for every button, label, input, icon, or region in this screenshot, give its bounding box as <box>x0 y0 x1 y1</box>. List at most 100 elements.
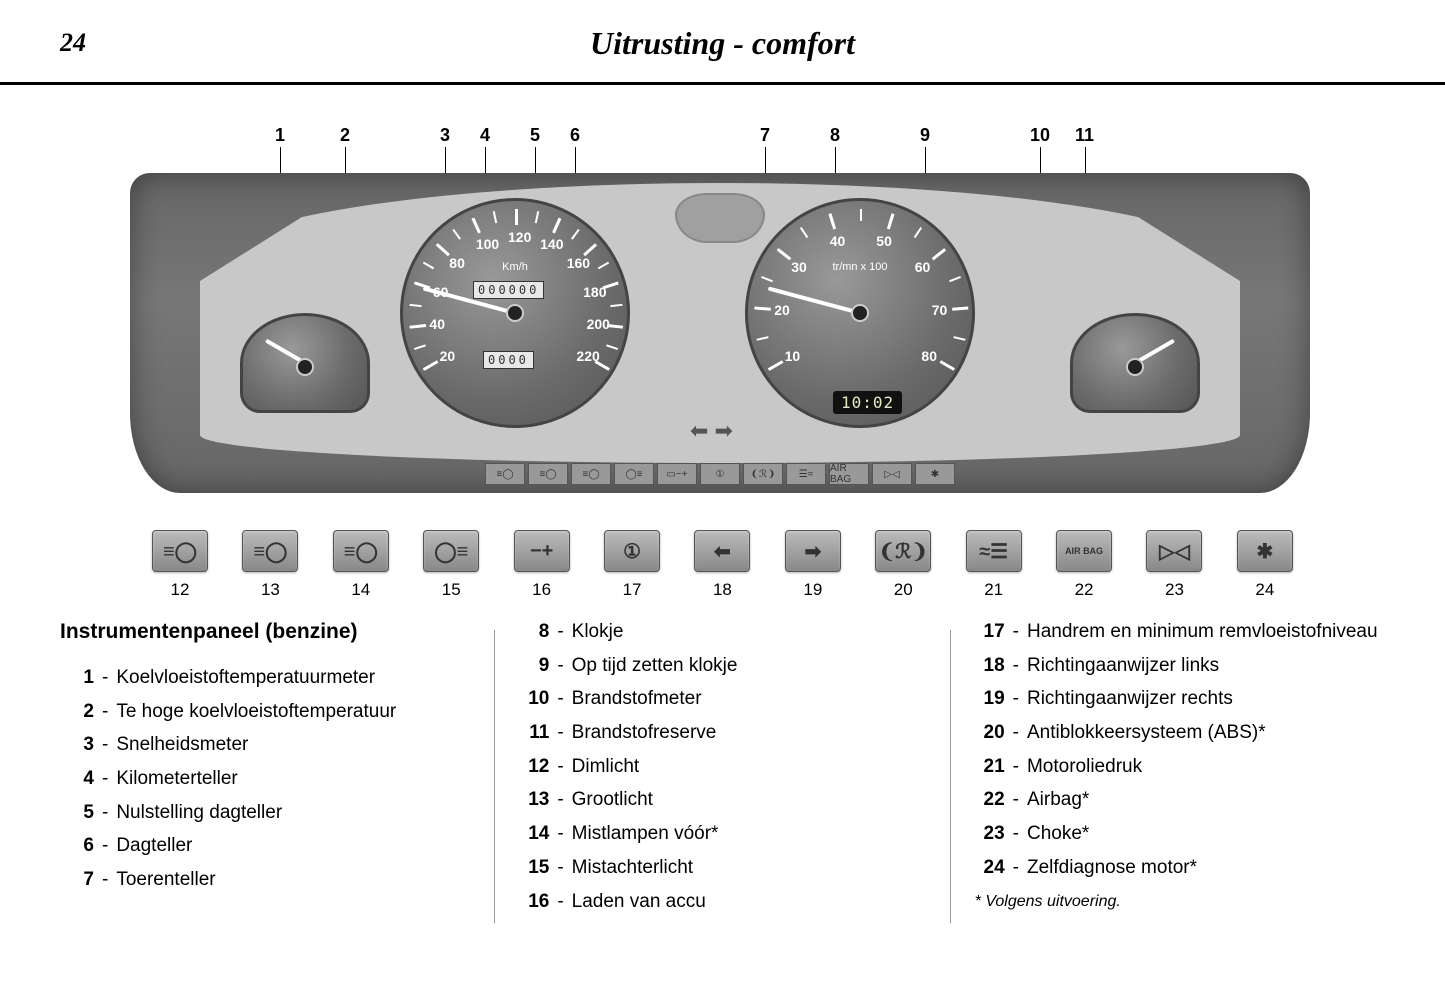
legend-item-text: Richtingaanwijzer rechts <box>1027 687 1385 712</box>
legend-item-text: Dagteller <box>116 834 474 859</box>
tachometer-gauge: 1020304050607080 tr/mn x 100 10:02 <box>745 198 975 428</box>
gauge-tick-label: 20 <box>440 348 456 364</box>
indicator-icon: ≡◯ <box>242 530 298 572</box>
warning-light-icon: ≡◯ <box>485 463 525 485</box>
legend-item-text: Laden van accu <box>572 890 930 915</box>
icon-legend-item: ≈☰21 <box>964 530 1024 600</box>
legend-item-number: 1 <box>60 666 94 691</box>
callout-number: 2 <box>340 125 350 146</box>
icon-legend-item: ❨ℛ❩20 <box>873 530 933 600</box>
speedo-hub <box>506 304 524 322</box>
legend-item-number: 19 <box>971 687 1005 712</box>
icon-legend-number: 19 <box>783 580 843 600</box>
legend-item-number: 4 <box>60 767 94 792</box>
column-divider <box>494 630 495 923</box>
icon-legend-number: 16 <box>512 580 572 600</box>
legend-item: 21-Motoroliedruk <box>971 755 1385 780</box>
legend-item: 2-Te hoge koelvloeistoftemperatuur <box>60 700 474 725</box>
legend-item: 13-Grootlicht <box>515 788 929 813</box>
gauge-tick-label: 40 <box>429 316 445 332</box>
tacho-hub <box>851 304 869 322</box>
warning-light-icon: ☰≈ <box>786 463 826 485</box>
legend-item-number: 9 <box>515 654 549 679</box>
icon-legend-item: ⬅18 <box>692 530 752 600</box>
icon-legend-number: 23 <box>1144 580 1204 600</box>
legend-item-number: 8 <box>515 620 549 645</box>
indicator-icon: AIR BAG <box>1056 530 1112 572</box>
legend-item-number: 13 <box>515 788 549 813</box>
legend-item-number: 20 <box>971 721 1005 746</box>
legend-item-text: Mistlampen vóór* <box>572 822 930 847</box>
indicator-icon: ▷◁ <box>1146 530 1202 572</box>
icon-legend-item: ➡ 19 <box>783 530 843 600</box>
gauge-tick-label: 120 <box>508 229 531 245</box>
callout-number: 3 <box>440 125 450 146</box>
legend-item-number: 5 <box>60 801 94 826</box>
icon-legend-item: ✱24 <box>1235 530 1295 600</box>
legend-item: 6-Dagteller <box>60 834 474 859</box>
gauge-tick-label: 70 <box>932 302 948 318</box>
legend-col-2: 8-Klokje 9-Op tijd zetten klokje 10-Brands… <box>515 620 929 923</box>
indicator-icon: ≡◯ <box>152 530 208 572</box>
legend-item: 22-Airbag* <box>971 788 1385 813</box>
callout-number: 11 <box>1075 125 1094 146</box>
legend-item-text: Op tijd zetten klokje <box>572 654 930 679</box>
icon-legend-number: 20 <box>873 580 933 600</box>
legend-item-text: Toerenteller <box>116 868 474 893</box>
legend-item-number: 23 <box>971 822 1005 847</box>
legend-item: 23-Choke* <box>971 822 1385 847</box>
dashboard-face: 20406080100120140160180200220 Km/h 00000… <box>200 183 1240 463</box>
legend-columns: Instrumentenpaneel (benzine) 1-Koelvloei… <box>60 620 1385 923</box>
legend-item: 8-Klokje <box>515 620 929 645</box>
legend-item-number: 11 <box>515 721 549 746</box>
legend-item-text: Te hoge koelvloeistoftemperatuur <box>116 700 474 725</box>
callout-number: 4 <box>480 125 490 146</box>
legend-item-number: 12 <box>515 755 549 780</box>
legend-item-number: 22 <box>971 788 1005 813</box>
legend-item: 17-Handrem en minimum remvloeistofniveau <box>971 620 1385 645</box>
callout-number: 9 <box>920 125 930 146</box>
speedometer-gauge: 20406080100120140160180200220 Km/h 00000… <box>400 198 630 428</box>
legend-item-text: Kilometerteller <box>116 767 474 792</box>
page-title: Uitrusting - comfort <box>0 25 1445 62</box>
clock-display: 10:02 <box>833 391 902 414</box>
indicator-icon: ➡ <box>785 530 841 572</box>
warning-light-icon: ❨ℛ❩ <box>743 463 783 485</box>
legend-col-3: 17-Handrem en minimum remvloeistofniveau… <box>971 620 1385 923</box>
legend-item-number: 7 <box>60 868 94 893</box>
legend-item-number: 16 <box>515 890 549 915</box>
legend-item: 10-Brandstofmeter <box>515 687 929 712</box>
dashboard-figure: 1234567891011 20406080100120140160180200… <box>130 125 1310 545</box>
icon-legend-number: 15 <box>421 580 481 600</box>
warning-light-icon: ◯≡ <box>614 463 654 485</box>
legend-item: 9-Op tijd zetten klokje <box>515 654 929 679</box>
fuel-hub <box>1126 358 1144 376</box>
legend-col-1: Instrumentenpaneel (benzine) 1-Koelvloei… <box>60 620 474 923</box>
legend-item-number: 21 <box>971 755 1005 780</box>
legend-item: 12-Dimlicht <box>515 755 929 780</box>
callout-number: 5 <box>530 125 540 146</box>
callout-number: 1 <box>275 125 285 146</box>
icon-legend-number: 18 <box>692 580 752 600</box>
gauge-tick-label: 220 <box>576 348 599 364</box>
warning-light-strip: ≡◯≡◯≡◯◯≡▭−+①❨ℛ❩☰≈AIR BAG▷◁✱ <box>310 460 1130 488</box>
legend-item-text: Koelvloeistoftemperatuurmeter <box>116 666 474 691</box>
indicator-icon: ≈☰ <box>966 530 1022 572</box>
legend-item: 16-Laden van accu <box>515 890 929 915</box>
gauge-tick-label: 200 <box>587 316 610 332</box>
gauge-tick-label: 100 <box>476 236 499 252</box>
legend-item: 20-Antiblokkeersysteem (ABS)* <box>971 721 1385 746</box>
legend-item-number: 2 <box>60 700 94 725</box>
warning-light-icon: ▭−+ <box>657 463 697 485</box>
warning-light-icon: ▷◁ <box>872 463 912 485</box>
gauge-tick-label: 50 <box>876 233 892 249</box>
column-divider <box>950 630 951 923</box>
odometer-bottom: 0000 <box>483 351 534 369</box>
icon-legend-number: 12 <box>150 580 210 600</box>
legend-item-text: Choke* <box>1027 822 1385 847</box>
legend-item: 1-Koelvloeistoftemperatuurmeter <box>60 666 474 691</box>
warning-light-icon: ≡◯ <box>571 463 611 485</box>
legend-item: 7-Toerenteller <box>60 868 474 893</box>
callout-number: 6 <box>570 125 580 146</box>
legend-item-text: Handrem en minimum remvloeistofniveau <box>1027 620 1385 645</box>
